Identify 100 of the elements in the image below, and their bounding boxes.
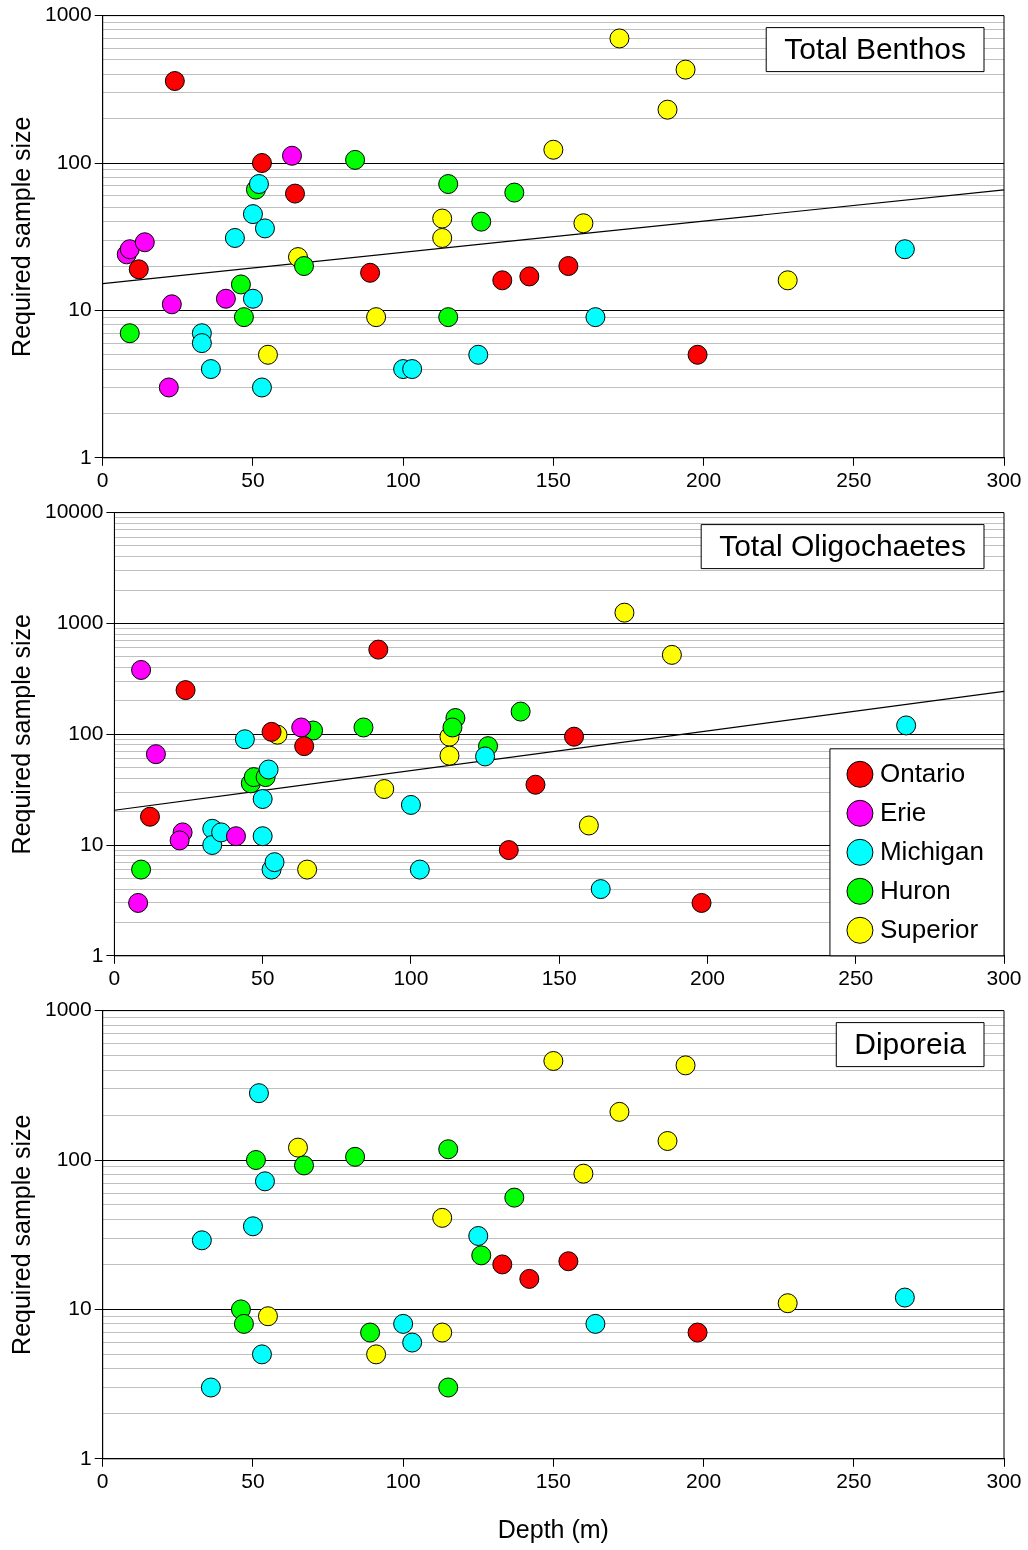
- point: [281, 145, 302, 166]
- point: [242, 204, 263, 225]
- point: [558, 256, 579, 277]
- point: [432, 208, 453, 229]
- point: [158, 377, 179, 398]
- legend-label: Huron: [879, 875, 951, 906]
- point: [432, 1322, 453, 1343]
- text: Total Benthos: [784, 31, 967, 65]
- point: [590, 879, 611, 900]
- point: [200, 359, 221, 380]
- x-tick-label: 250: [836, 468, 872, 492]
- point: [233, 1313, 254, 1334]
- legend-label: Erie: [879, 797, 927, 828]
- point: [468, 1225, 489, 1246]
- point: [468, 344, 489, 365]
- point: [284, 183, 305, 204]
- point: [366, 307, 387, 328]
- point: [393, 1313, 414, 1334]
- y-tick-label: 10000: [44, 499, 104, 523]
- point: [257, 344, 278, 365]
- point: [294, 256, 314, 277]
- point: [504, 1187, 525, 1208]
- point: [128, 892, 149, 913]
- point: [366, 1344, 387, 1365]
- point: [191, 1230, 212, 1251]
- point: [543, 139, 564, 160]
- point: [248, 174, 269, 195]
- text: Total Oligochaetes: [719, 528, 966, 562]
- x-tick-label: 300: [986, 1469, 1022, 1493]
- point: [258, 759, 279, 780]
- point: [439, 745, 460, 766]
- x-tick-label: 150: [541, 966, 577, 990]
- point: [519, 266, 540, 287]
- x-tick-label: 300: [986, 468, 1022, 492]
- y-tick-label: 10: [68, 297, 92, 321]
- point: [777, 270, 798, 291]
- y-tick-label: 1000: [45, 997, 92, 1021]
- point: [573, 213, 594, 234]
- y-tick-label: 1: [91, 942, 104, 966]
- point: [353, 717, 374, 738]
- y-axis-title: Required sample size: [6, 614, 35, 855]
- y-tick-label: 10: [80, 831, 104, 855]
- point: [254, 1171, 275, 1192]
- legend-label: Superior: [879, 914, 979, 945]
- x-tick-label: 100: [385, 468, 421, 492]
- point: [254, 218, 275, 239]
- x-tick-label: 0: [96, 1469, 109, 1493]
- point: [134, 232, 155, 253]
- point: [297, 859, 318, 880]
- point: [438, 1139, 459, 1160]
- point: [128, 259, 149, 280]
- point: [242, 288, 263, 309]
- legend-label: Michigan: [879, 836, 985, 867]
- point: [492, 270, 513, 291]
- point: [360, 1322, 381, 1343]
- x-axis-title: Depth (m): [497, 1514, 609, 1543]
- x-tick-label: 250: [838, 966, 874, 990]
- point: [131, 859, 152, 880]
- point: [442, 717, 463, 738]
- point: [475, 746, 496, 767]
- point: [175, 680, 196, 701]
- point: [409, 859, 430, 880]
- point: [525, 774, 546, 795]
- point: [614, 602, 635, 623]
- x-tick-label: 50: [241, 1469, 265, 1493]
- point: [432, 227, 453, 248]
- point: [543, 1050, 564, 1071]
- point: [169, 830, 190, 851]
- point: [438, 174, 459, 195]
- x-tick-label: 150: [535, 468, 571, 492]
- point: [432, 1207, 453, 1228]
- x-tick-label: 200: [686, 468, 722, 492]
- point: [245, 1150, 266, 1170]
- point: [252, 789, 273, 810]
- point: [294, 736, 315, 757]
- point: [145, 744, 166, 765]
- point: [578, 815, 599, 836]
- point: [261, 721, 282, 742]
- point: [345, 149, 366, 170]
- point: [896, 715, 917, 736]
- y-tick-label: 1000: [56, 610, 104, 634]
- point: [402, 359, 423, 380]
- point: [131, 659, 152, 680]
- point: [119, 239, 140, 260]
- y-tick-label: 100: [56, 149, 92, 173]
- point: [609, 1101, 630, 1122]
- point: [894, 239, 915, 260]
- point: [438, 1377, 459, 1398]
- legend-label: Ontario: [879, 758, 966, 789]
- point: [675, 59, 696, 80]
- point: [675, 1055, 696, 1076]
- point: [264, 852, 285, 873]
- point: [402, 1332, 423, 1353]
- point: [492, 1254, 513, 1275]
- point: [288, 1137, 308, 1158]
- point: [661, 644, 682, 665]
- point: [224, 227, 245, 248]
- point: [498, 840, 519, 861]
- point: [251, 1344, 272, 1365]
- point: [257, 1306, 278, 1327]
